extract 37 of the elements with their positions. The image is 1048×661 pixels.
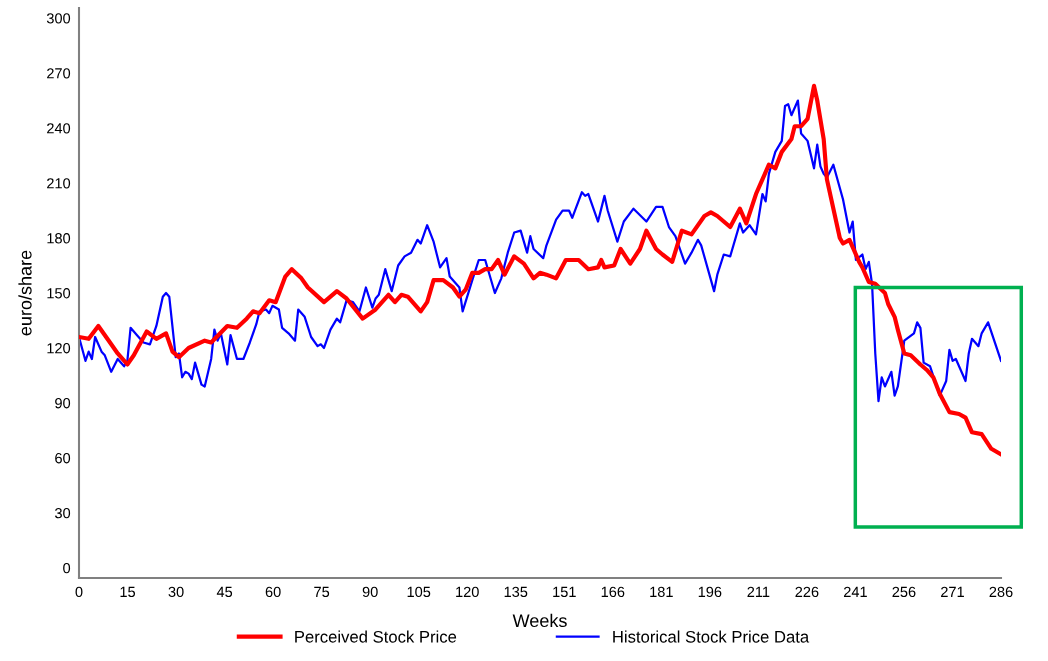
x-tick-label: 135: [504, 586, 528, 598]
x-axis-title: Weeks: [512, 613, 567, 628]
y-tick-label: 90: [55, 398, 71, 409]
x-tick-label: 15: [120, 586, 136, 598]
x-tick-label: 256: [892, 586, 916, 598]
y-tick-label: 270: [47, 68, 71, 79]
x-tick-label: 151: [553, 586, 576, 598]
y-tick-label: 210: [47, 178, 71, 189]
y-tick-label: 300: [46, 13, 71, 24]
x-tick-label: 226: [795, 586, 819, 598]
x-tick-label: 120: [456, 586, 479, 598]
x-tick-label: 181: [650, 586, 673, 598]
y-tick-label: 240: [47, 123, 71, 134]
line-series: [79, 99, 1001, 403]
x-tick-label: 166: [601, 586, 625, 598]
x-tick-label: 30: [168, 586, 184, 598]
y-tick-label: 120: [47, 343, 71, 354]
x-tick-label: 286: [989, 586, 1013, 598]
y-tick-label: 150: [47, 288, 71, 299]
x-tick-label: 45: [216, 586, 233, 598]
legend-label: Perceived Stock Price: [295, 630, 457, 643]
x-tick-label: 271: [941, 586, 964, 597]
y-axis-title: euro/share: [18, 250, 32, 336]
x-tick-label: 211: [747, 586, 770, 597]
x-tick-label: 60: [265, 586, 281, 598]
x-tick-label: 105: [407, 586, 431, 598]
x-tick-label: 196: [698, 586, 722, 598]
legend-label: Historical Stock Price Data: [613, 630, 810, 643]
y-tick-label: 30: [55, 508, 71, 519]
x-tick-label: 90: [362, 586, 378, 598]
x-tick-label: 75: [314, 586, 330, 598]
y-tick-label: 60: [55, 453, 71, 464]
line-series: [79, 83, 1001, 457]
y-tick-label: 180: [47, 233, 71, 244]
x-tick-label: 0: [75, 586, 83, 598]
y-tick-label: 0: [63, 563, 71, 574]
x-tick-label: 241: [843, 586, 867, 597]
